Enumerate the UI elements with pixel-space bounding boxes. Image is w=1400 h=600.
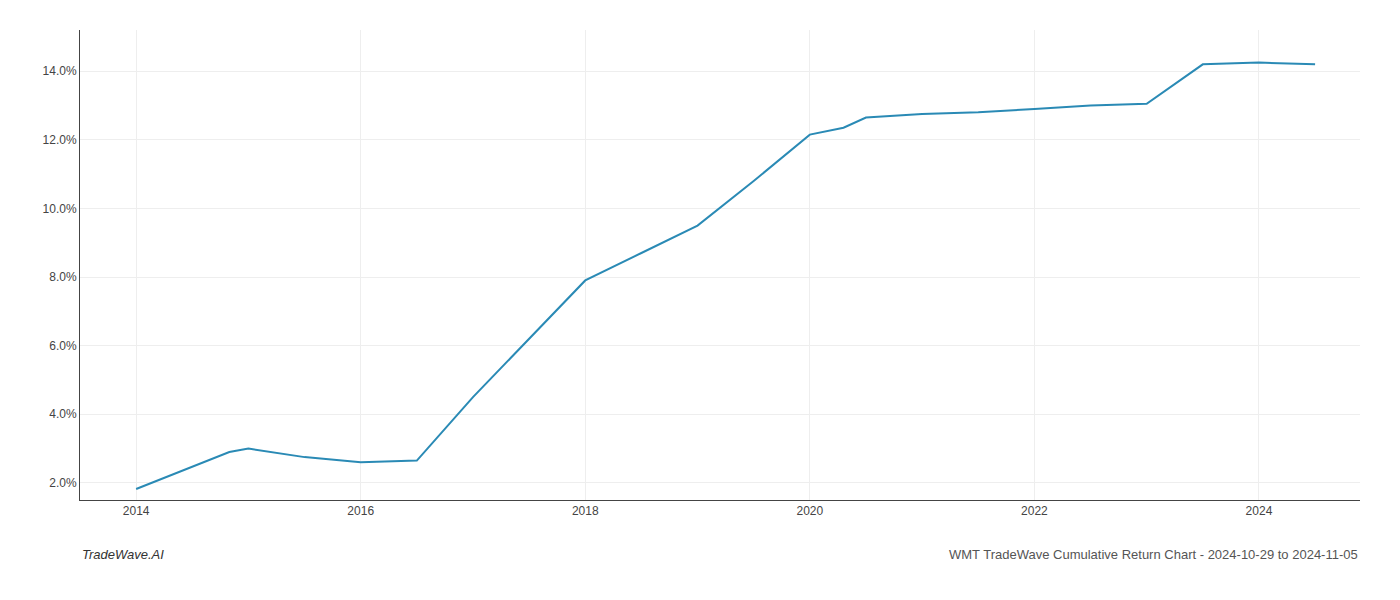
svg-text:2016: 2016 [347, 504, 374, 518]
svg-text:2018: 2018 [572, 504, 599, 518]
svg-text:2020: 2020 [796, 504, 823, 518]
svg-text:12.0%: 12.0% [43, 133, 77, 147]
svg-text:WMT TradeWave Cumulative Retur: WMT TradeWave Cumulative Return Chart - … [949, 547, 1358, 562]
svg-text:8.0%: 8.0% [49, 270, 77, 284]
svg-text:2014: 2014 [123, 504, 150, 518]
svg-text:2.0%: 2.0% [49, 476, 77, 490]
svg-text:10.0%: 10.0% [43, 202, 77, 216]
svg-text:14.0%: 14.0% [43, 64, 77, 78]
svg-text:2022: 2022 [1021, 504, 1048, 518]
svg-text:TradeWave.AI: TradeWave.AI [82, 547, 164, 562]
svg-text:4.0%: 4.0% [49, 407, 77, 421]
svg-text:2024: 2024 [1246, 504, 1273, 518]
svg-text:6.0%: 6.0% [49, 339, 77, 353]
